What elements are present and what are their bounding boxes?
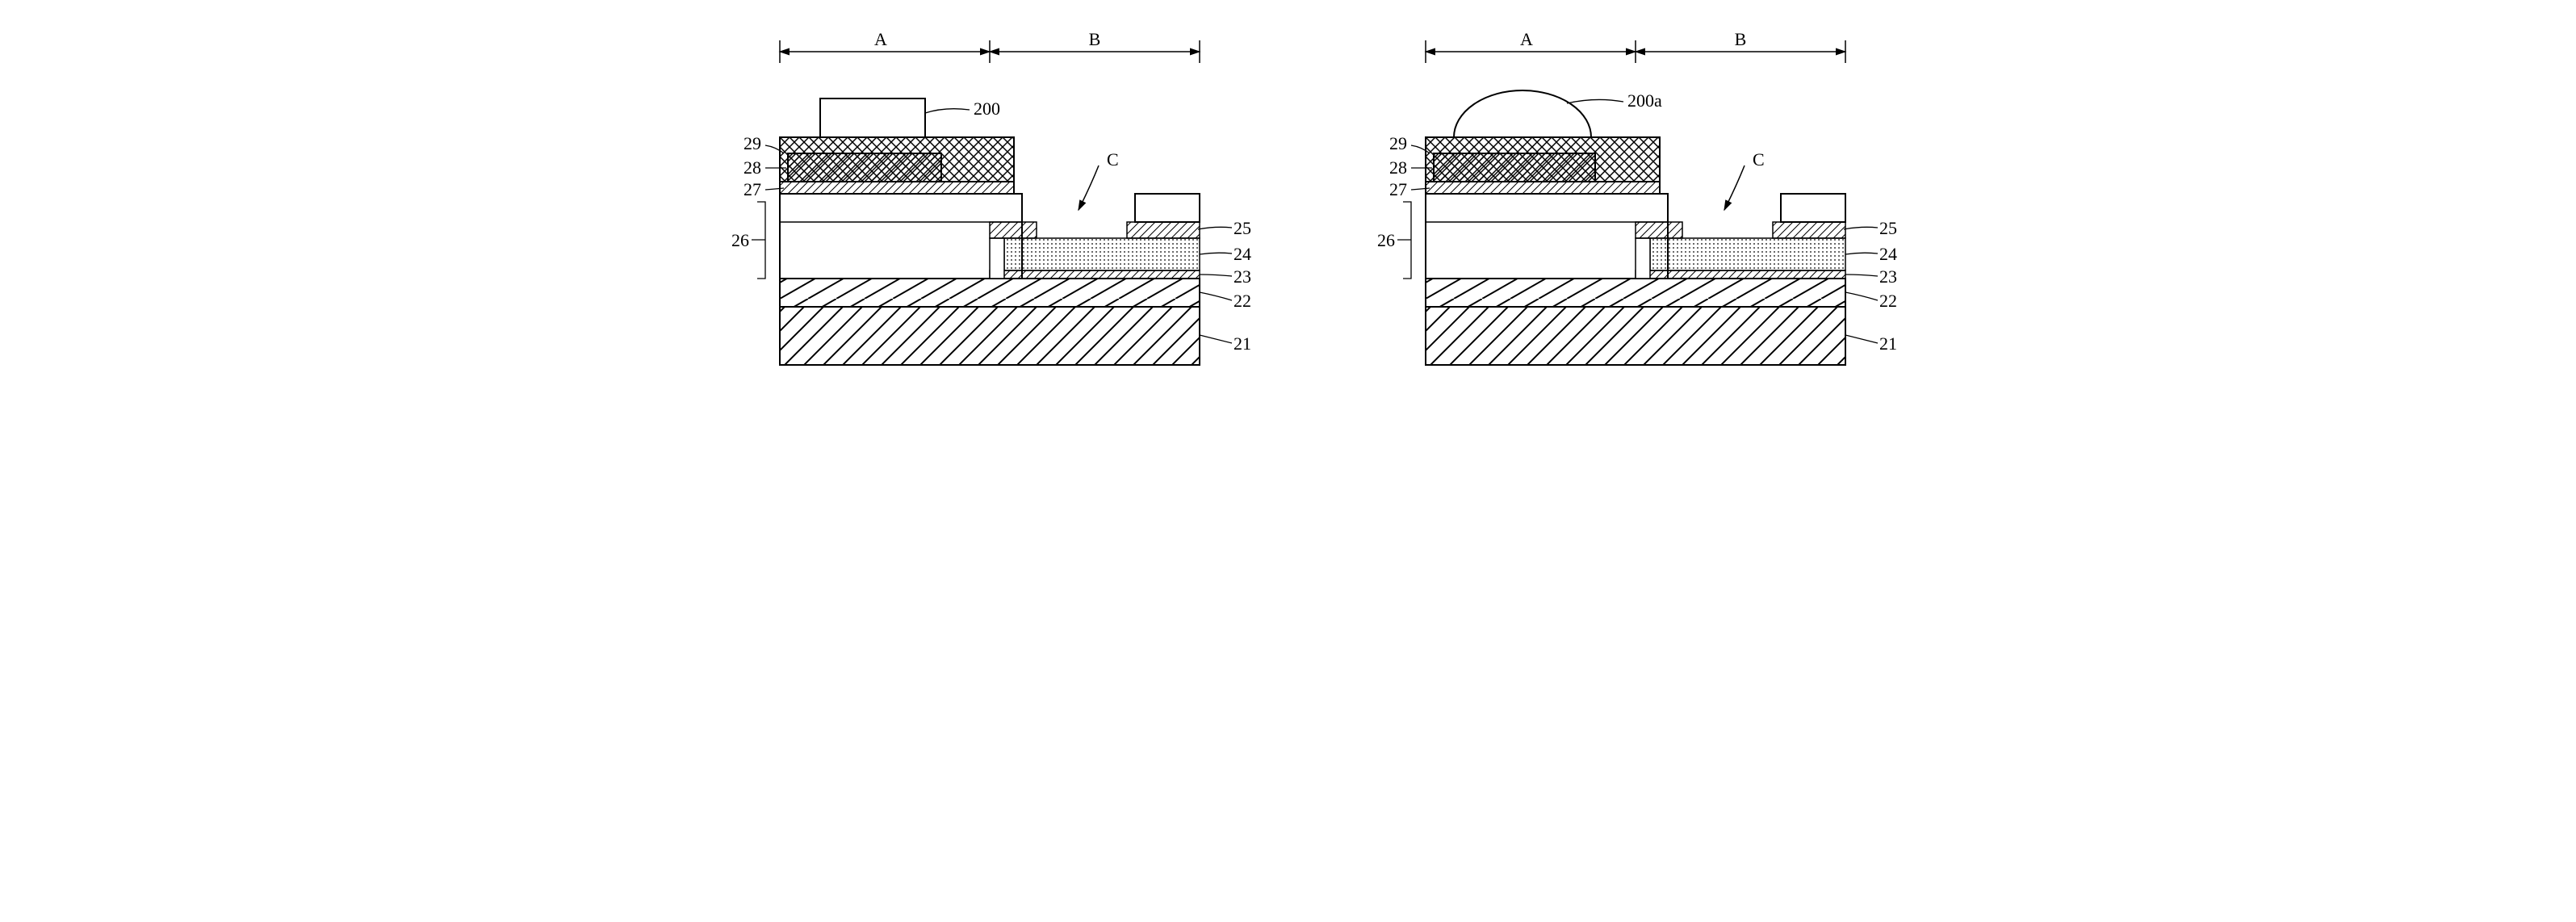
label-25: 25 (1234, 218, 1251, 238)
layer-23-2 (1636, 270, 1845, 279)
layer-25-right (1127, 222, 1200, 238)
layer-28-2 (1434, 153, 1595, 182)
layer-27 (780, 182, 1014, 194)
layer-26-right-top (1135, 194, 1200, 222)
figures-container: A B (32, 32, 2544, 436)
label-22: 22 (1234, 291, 1251, 311)
diagram-right: A B C 29 28 27 26 (1369, 32, 1902, 404)
label-200: 200 (974, 98, 1000, 119)
layer-22-2 (1426, 279, 1845, 307)
label-26: 26 (731, 230, 749, 250)
region-A-label-2: A (1520, 29, 1533, 49)
layer-26-right-top-2 (1781, 194, 1845, 222)
label-28: 28 (743, 157, 761, 178)
layer-23 (990, 270, 1200, 279)
layer-28 (788, 153, 941, 182)
region-B-label: B (1088, 29, 1100, 49)
layer-24-2 (1650, 238, 1845, 270)
region-B-label-2: B (1734, 29, 1746, 49)
layer-25-left-2 (1636, 222, 1682, 238)
label-21-2: 21 (1879, 333, 1897, 354)
label-29-2: 29 (1389, 133, 1407, 153)
layer-26-left (780, 194, 1022, 279)
label-27: 27 (743, 179, 761, 199)
layer-26-left-2 (1426, 194, 1668, 279)
layer-21-2 (1426, 307, 1845, 365)
label-25-2: 25 (1879, 218, 1897, 238)
layer-27-2 (1426, 182, 1660, 194)
layer-24 (1004, 238, 1200, 270)
figure-left: A B (723, 32, 1208, 436)
label-21: 21 (1234, 333, 1251, 354)
figure-right: A B C 29 28 27 26 (1369, 32, 1853, 436)
diagram-left: A B (723, 32, 1256, 404)
layer-21 (780, 307, 1200, 365)
block-200 (820, 98, 925, 137)
region-C-label-2: C (1753, 149, 1765, 170)
label-28-2: 28 (1389, 157, 1407, 178)
label-27-2: 27 (1389, 179, 1407, 199)
label-24-2: 24 (1879, 244, 1897, 264)
label-200a: 200a (1627, 90, 1662, 111)
label-24: 24 (1234, 244, 1251, 264)
label-23: 23 (1234, 266, 1251, 287)
layer-22 (780, 279, 1200, 307)
region-C-label: C (1107, 149, 1119, 170)
label-23-2: 23 (1879, 266, 1897, 287)
label-29: 29 (743, 133, 761, 153)
region-A-label: A (874, 29, 887, 49)
block-200a (1454, 90, 1591, 137)
label-26-2: 26 (1377, 230, 1395, 250)
label-22-2: 22 (1879, 291, 1897, 311)
layer-25-left (990, 222, 1037, 238)
layer-25-right-2 (1773, 222, 1845, 238)
